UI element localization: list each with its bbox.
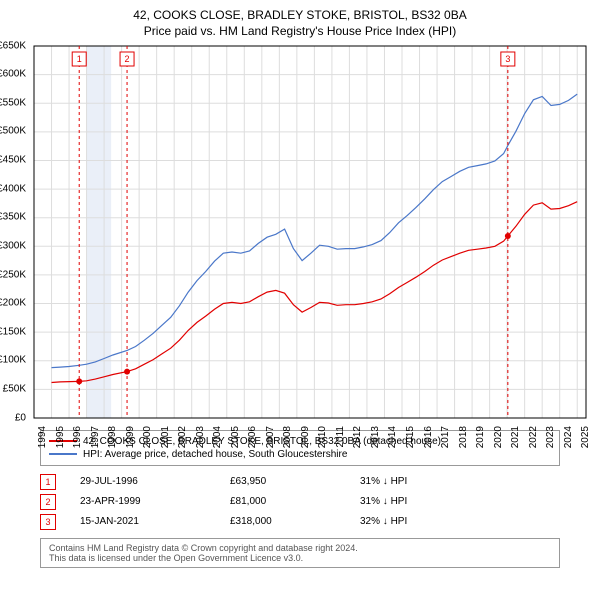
- x-axis-label: 2002: [177, 426, 188, 448]
- y-axis-label: £0: [15, 412, 26, 423]
- event-marker-icon: 1: [40, 474, 56, 490]
- price-chart: 123 £0£50K£100K£150K£200K£250K£300K£350K…: [30, 42, 590, 422]
- x-axis-label: 2011: [335, 426, 346, 448]
- x-axis-label: 2020: [493, 426, 504, 448]
- x-axis-label: 1999: [125, 426, 136, 448]
- y-axis-label: £550K: [0, 97, 26, 108]
- chart-title: 42, COOKS CLOSE, BRADLEY STOKE, BRISTOL,…: [10, 8, 590, 24]
- x-axis-label: 2023: [545, 426, 556, 448]
- legend-row-blue: HPI: Average price, detached house, Sout…: [49, 448, 551, 461]
- x-axis-label: 2012: [352, 426, 363, 448]
- x-axis-label: 2014: [387, 426, 398, 448]
- footer-line-2: This data is licensed under the Open Gov…: [49, 553, 551, 563]
- event-delta: 31% ↓ HPI: [360, 496, 407, 507]
- x-axis-label: 2021: [510, 426, 521, 448]
- legend-label-blue: HPI: Average price, detached house, Sout…: [83, 449, 347, 460]
- footer-box: Contains HM Land Registry data © Crown c…: [40, 538, 560, 568]
- x-axis-label: 2013: [370, 426, 381, 448]
- y-axis-label: £50K: [3, 383, 26, 394]
- event-date: 29-JUL-1996: [80, 476, 230, 487]
- x-axis-label: 2016: [423, 426, 434, 448]
- event-date: 15-JAN-2021: [80, 516, 230, 527]
- x-axis-label: 2010: [317, 426, 328, 448]
- y-axis-label: £250K: [0, 269, 26, 280]
- x-axis-label: 2025: [580, 426, 591, 448]
- x-axis-label: 2008: [282, 426, 293, 448]
- event-price: £63,950: [230, 476, 360, 487]
- svg-text:1: 1: [77, 54, 82, 64]
- y-axis-label: £350K: [0, 212, 26, 223]
- y-axis-label: £600K: [0, 69, 26, 80]
- x-axis-label: 1998: [107, 426, 118, 448]
- event-delta: 32% ↓ HPI: [360, 516, 407, 527]
- x-axis-label: 1995: [55, 426, 66, 448]
- x-axis-label: 2015: [405, 426, 416, 448]
- event-row: 3 15-JAN-2021£318,00032% ↓ HPI: [40, 512, 560, 532]
- x-axis-label: 2009: [300, 426, 311, 448]
- event-marker-icon: 3: [40, 514, 56, 530]
- y-axis-label: £200K: [0, 298, 26, 309]
- x-axis-label: 1997: [90, 426, 101, 448]
- x-axis-label: 2019: [475, 426, 486, 448]
- y-axis-label: £450K: [0, 155, 26, 166]
- x-axis-label: 1996: [72, 426, 83, 448]
- chart-subtitle: Price paid vs. HM Land Registry's House …: [10, 24, 590, 38]
- event-row: 1 29-JUL-1996£63,95031% ↓ HPI: [40, 472, 560, 492]
- footer-line-1: Contains HM Land Registry data © Crown c…: [49, 543, 551, 553]
- y-axis-label: £300K: [0, 240, 26, 251]
- events-table: 1 29-JUL-1996£63,95031% ↓ HPI 2 23-APR-1999…: [40, 472, 560, 532]
- event-delta: 31% ↓ HPI: [360, 476, 407, 487]
- x-axis-label: 2000: [142, 426, 153, 448]
- y-axis-label: £400K: [0, 183, 26, 194]
- x-axis-label: 2018: [458, 426, 469, 448]
- event-marker-icon: 2: [40, 494, 56, 510]
- x-axis-label: 2006: [247, 426, 258, 448]
- y-axis-label: £150K: [0, 326, 26, 337]
- y-axis-label: £650K: [0, 40, 26, 51]
- y-axis-label: £500K: [0, 126, 26, 137]
- x-axis-label: 2005: [230, 426, 241, 448]
- event-date: 23-APR-1999: [80, 496, 230, 507]
- event-price: £318,000: [230, 516, 360, 527]
- x-axis-label: 2022: [528, 426, 539, 448]
- x-axis-label: 2024: [563, 426, 574, 448]
- svg-text:3: 3: [505, 54, 510, 64]
- event-row: 2 23-APR-1999£81,00031% ↓ HPI: [40, 492, 560, 512]
- x-axis-label: 2003: [195, 426, 206, 448]
- legend-swatch-blue: [49, 453, 77, 455]
- x-axis-label: 2017: [440, 426, 451, 448]
- event-price: £81,000: [230, 496, 360, 507]
- x-axis-label: 1994: [37, 426, 48, 448]
- x-axis-label: 2001: [160, 426, 171, 448]
- svg-text:2: 2: [125, 54, 130, 64]
- x-axis-label: 2007: [265, 426, 276, 448]
- x-axis-label: 2004: [212, 426, 223, 448]
- y-axis-label: £100K: [0, 355, 26, 366]
